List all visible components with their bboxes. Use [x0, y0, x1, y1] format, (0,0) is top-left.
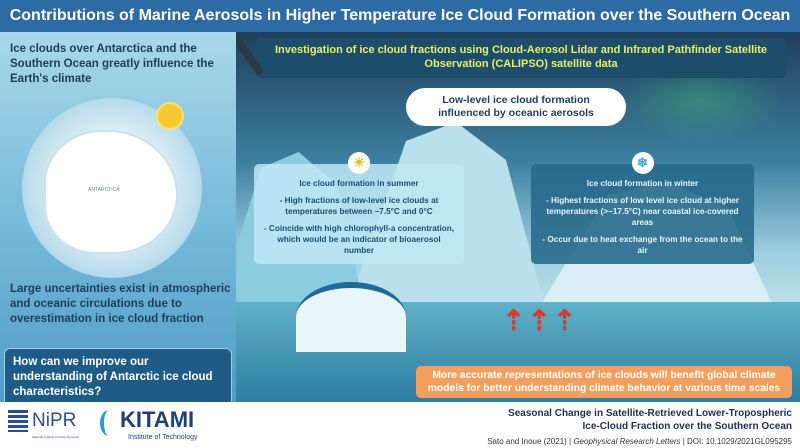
authors: Sato and Inoue (2021) | — [487, 437, 574, 446]
footer: NiPR National Institute of Polar Researc… — [0, 402, 800, 448]
paper-reference: Seasonal Change in Satellite-Retrieved L… — [487, 407, 792, 448]
investigation-banner: Investigation of ice cloud fractions usi… — [256, 38, 786, 78]
paper-title-line: Ice-Cloud Fraction over the Southern Oce… — [582, 421, 792, 432]
winter-heading: Ice cloud formation in winter — [586, 179, 699, 188]
winter-card: ❄ Ice cloud formation in winter - Highes… — [531, 152, 754, 264]
kitami-subtitle: Institute of Technology — [128, 434, 198, 441]
kitami-arc-icon — [100, 410, 118, 436]
kitami-name: KITAMI — [120, 407, 195, 432]
heat-arrows-icon: ⇡⇡⇡ — [502, 305, 579, 336]
nipr-name: NiPR — [32, 410, 77, 431]
nipr-subtitle: National Institute of Polar Research — [32, 435, 80, 439]
question-box: How can we improve our understanding of … — [4, 348, 232, 407]
conclusion-box: More accurate representations of ice clo… — [416, 366, 792, 398]
winter-point: - Highest fractions of low level ice clo… — [546, 196, 739, 227]
doi: | DOI: 10.1029/2021GL095295 — [680, 437, 792, 446]
sun-icon — [158, 104, 182, 128]
antarctica-label: ANTARCTICA — [88, 187, 120, 193]
journal: Geophysical Research Letters — [573, 437, 681, 446]
illustration-panel: Investigation of ice cloud fractions usi… — [236, 32, 800, 402]
nipr-mark-icon — [8, 410, 28, 432]
summer-card: ☀ Ice cloud formation in summer - High f… — [254, 152, 464, 264]
summer-point: - Coincide with high chlorophyll-a conce… — [263, 224, 455, 255]
kitami-logo: KITAMI Institute of Technology — [100, 408, 210, 444]
uncertainty-text: Large uncertainties exist in atmospheric… — [10, 283, 231, 325]
left-panel: Ice clouds over Antarctica and the South… — [0, 32, 236, 407]
cloud-label: Low-level ice cloud formation influenced… — [406, 88, 626, 126]
summer-heading: Ice cloud formation in summer — [299, 179, 419, 188]
paper-title-line: Seasonal Change in Satellite-Retrieved L… — [508, 408, 792, 419]
intro-text: Ice clouds over Antarctica and the South… — [10, 43, 214, 85]
sun-icon: ☀ — [348, 152, 370, 174]
winter-point: - Occur due to heat exchange from the oc… — [542, 235, 743, 255]
snowflake-icon: ❄ — [631, 152, 654, 174]
summer-point: - High fractions of low-level ice clouds… — [279, 196, 439, 216]
infographic-title: Contributions of Marine Aerosols in High… — [0, 0, 800, 32]
wave-illustration — [296, 282, 406, 352]
citation: Sato and Inoue (2021) | Geophysical Rese… — [487, 435, 792, 448]
nipr-logo: NiPR National Institute of Polar Researc… — [8, 410, 79, 442]
antarctica-map — [46, 132, 176, 252]
